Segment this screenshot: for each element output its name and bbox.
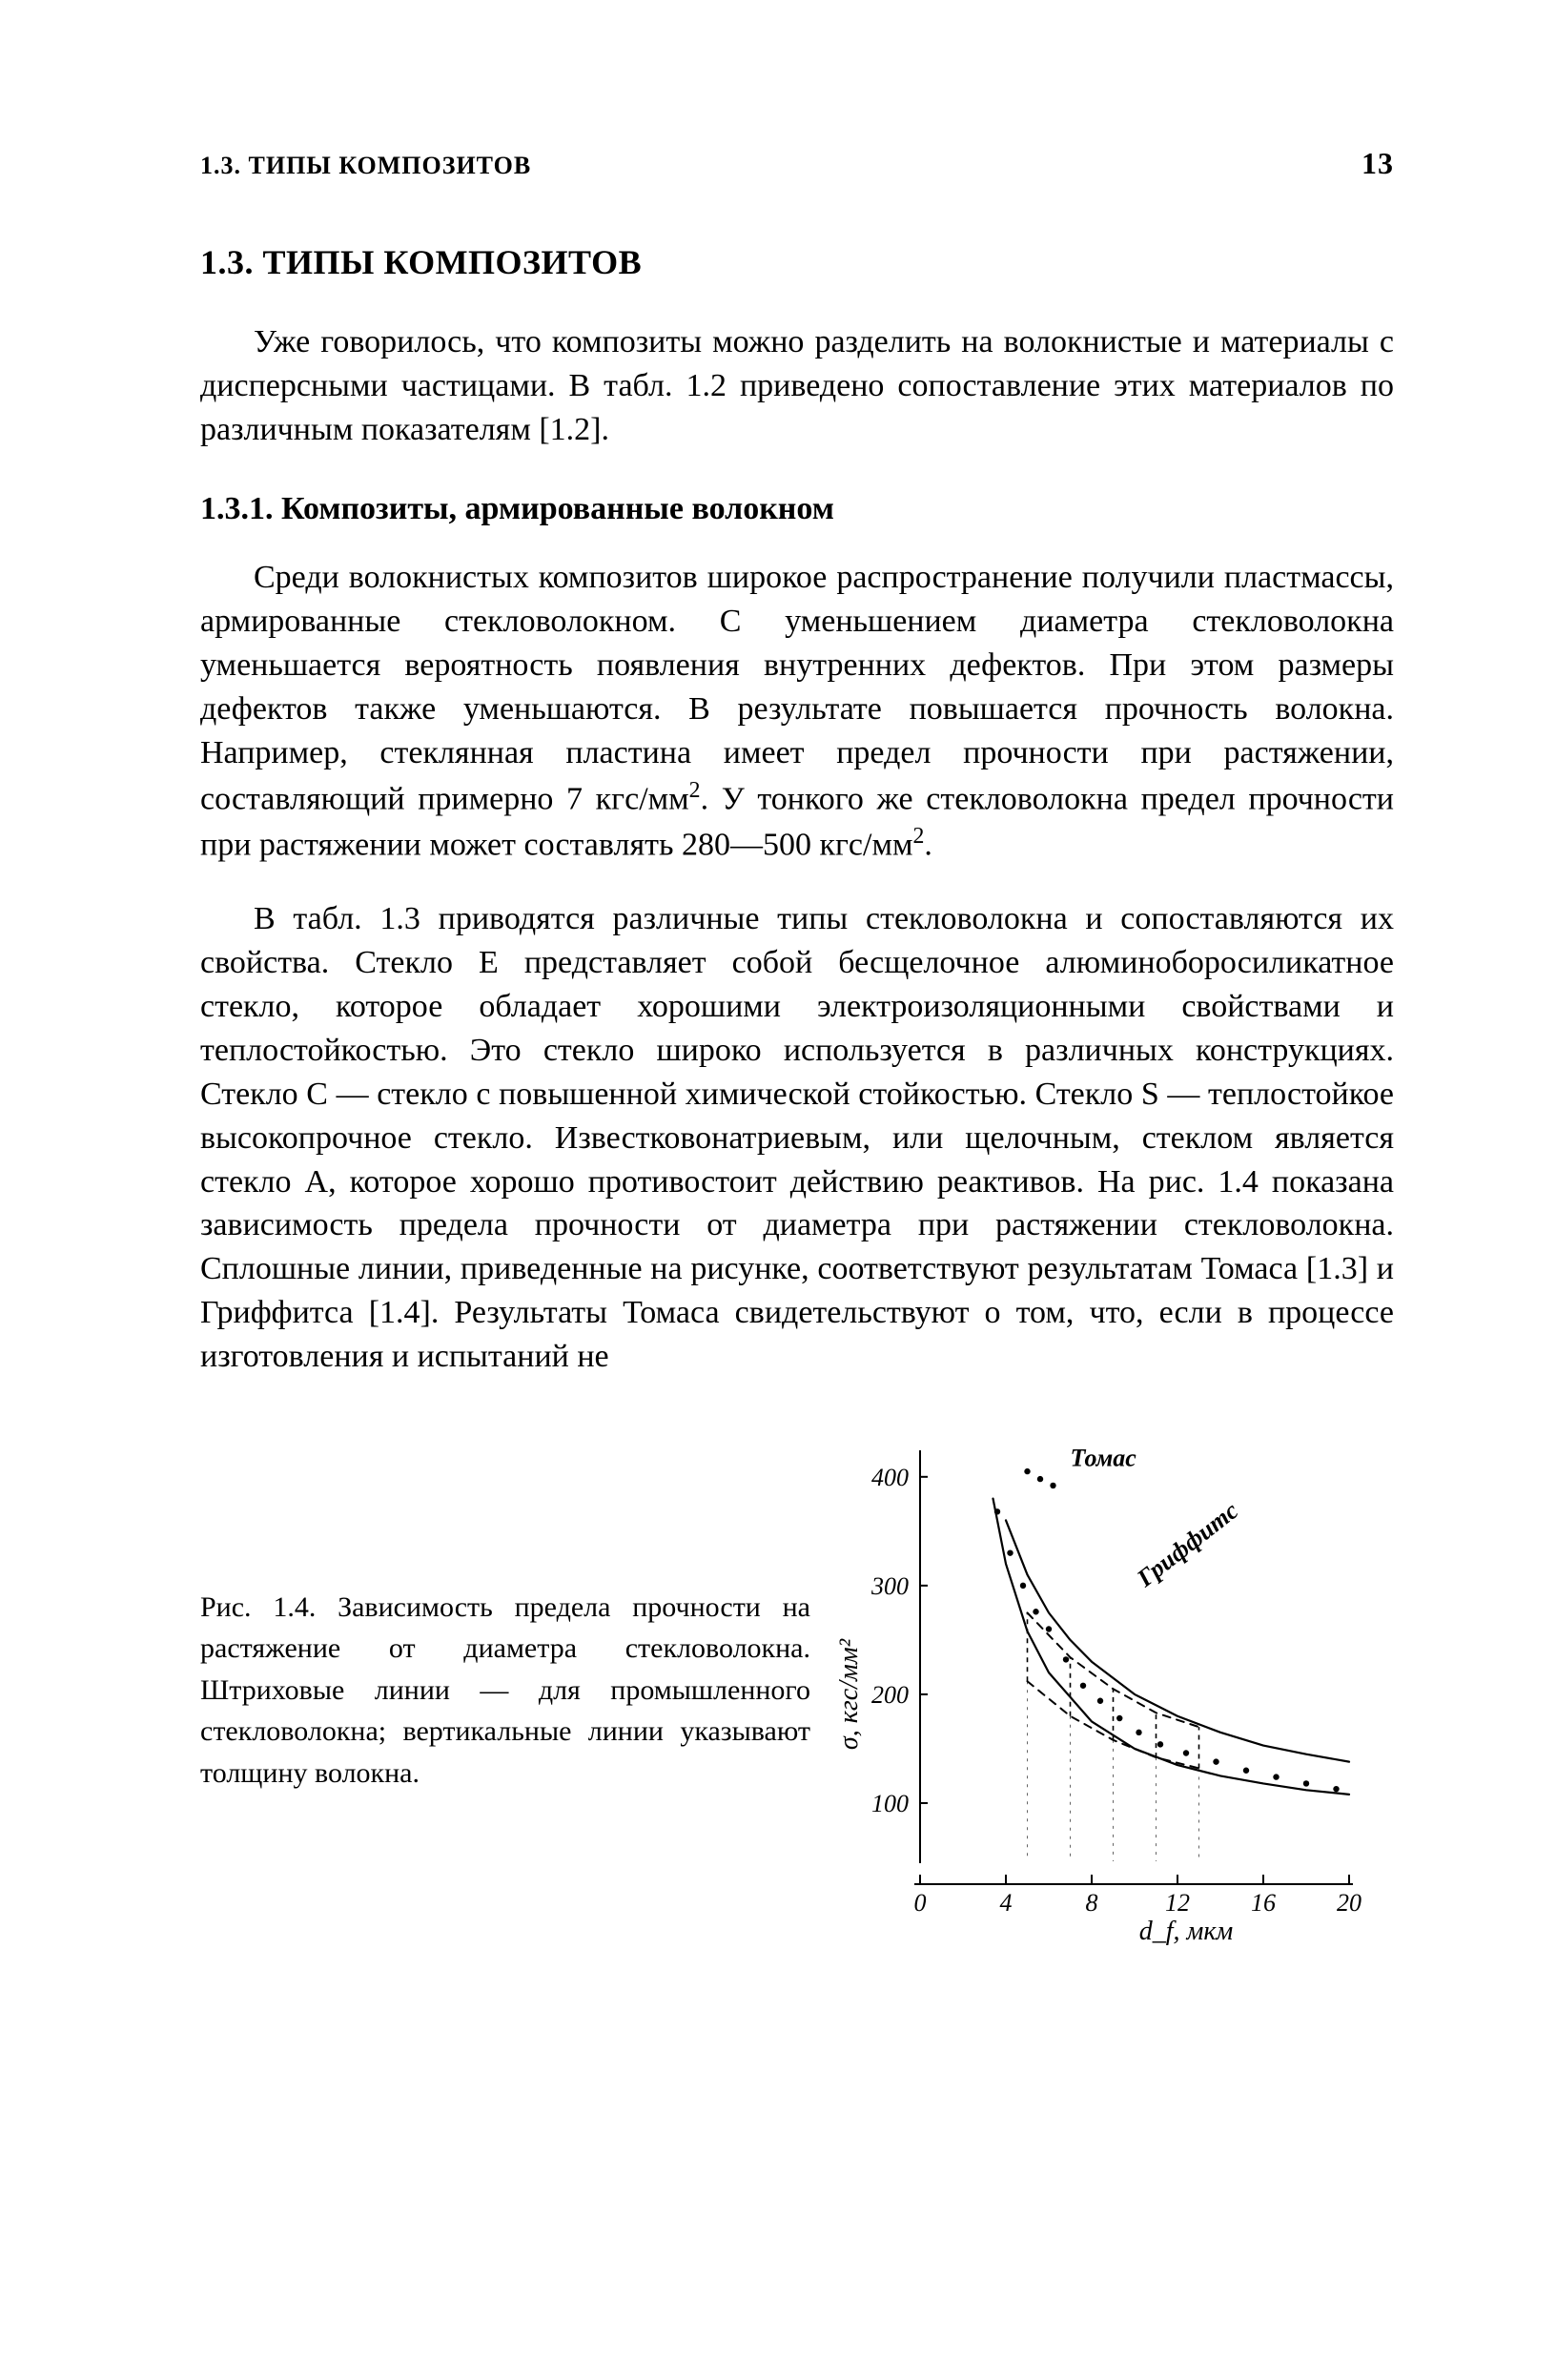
superscript: 2 xyxy=(913,824,925,849)
svg-text:Гриффитс: Гриффитс xyxy=(1131,1496,1243,1592)
svg-text:100: 100 xyxy=(871,1790,909,1817)
superscript: 2 xyxy=(689,778,701,803)
paragraph-text: Среди волокнистых композитов широкое рас… xyxy=(200,560,1394,816)
running-title: 1.3. ТИПЫ КОМПОЗИТОВ xyxy=(200,149,531,182)
figure-row: Рис. 1.4. Зависимость предела прочности … xyxy=(200,1436,1394,1944)
paragraph-1: Среди волокнистых композитов широкое рас… xyxy=(200,556,1394,867)
figure-chart: 100 200 300 400 0 4 8 12 16 20 σ, кгс/мм² d_f, мкм Т… xyxy=(829,1436,1394,1944)
svg-text:d_f, мкм: d_f, мкм xyxy=(1139,1917,1234,1946)
page-number: 13 xyxy=(1362,143,1394,184)
svg-text:16: 16 xyxy=(1251,1889,1276,1917)
svg-text:12: 12 xyxy=(1165,1889,1190,1917)
svg-text:σ, кгс/мм²: σ, кгс/мм² xyxy=(834,1638,864,1750)
paragraph-text: В табл. 1.3 приводятся различные типы ст… xyxy=(200,901,1394,1374)
svg-text:Томас: Томас xyxy=(1071,1444,1137,1471)
paragraph-text: Уже говорилось, что композиты можно разд… xyxy=(200,324,1394,447)
section-heading: 1.3. ТИПЫ КОМПОЗИТОВ xyxy=(200,239,1394,286)
svg-text:300: 300 xyxy=(870,1572,909,1600)
svg-text:8: 8 xyxy=(1086,1889,1098,1917)
page: 1.3. ТИПЫ КОМПОЗИТОВ 13 1.3. ТИПЫ КОМПОЗ… xyxy=(0,0,1556,2380)
svg-text:0: 0 xyxy=(914,1889,927,1917)
figure-caption: Рис. 1.4. Зависимость предела прочности … xyxy=(200,1587,810,1795)
svg-text:200: 200 xyxy=(871,1681,909,1709)
svg-text:4: 4 xyxy=(1000,1889,1013,1917)
paragraph-2: В табл. 1.3 приводятся различные типы ст… xyxy=(200,897,1394,1379)
running-head: 1.3. ТИПЫ КОМПОЗИТОВ 13 xyxy=(200,143,1394,184)
paragraph-text: . xyxy=(924,827,932,862)
chart-svg: 100200300400048121620σ, кгс/мм²d_f, мкмТ… xyxy=(829,1436,1363,1932)
svg-text:20: 20 xyxy=(1337,1889,1362,1917)
subsection-heading: 1.3.1. Композиты, армированные волокном xyxy=(200,487,1394,531)
svg-text:400: 400 xyxy=(871,1464,909,1491)
paragraph-intro: Уже говорилось, что композиты можно разд… xyxy=(200,320,1394,452)
